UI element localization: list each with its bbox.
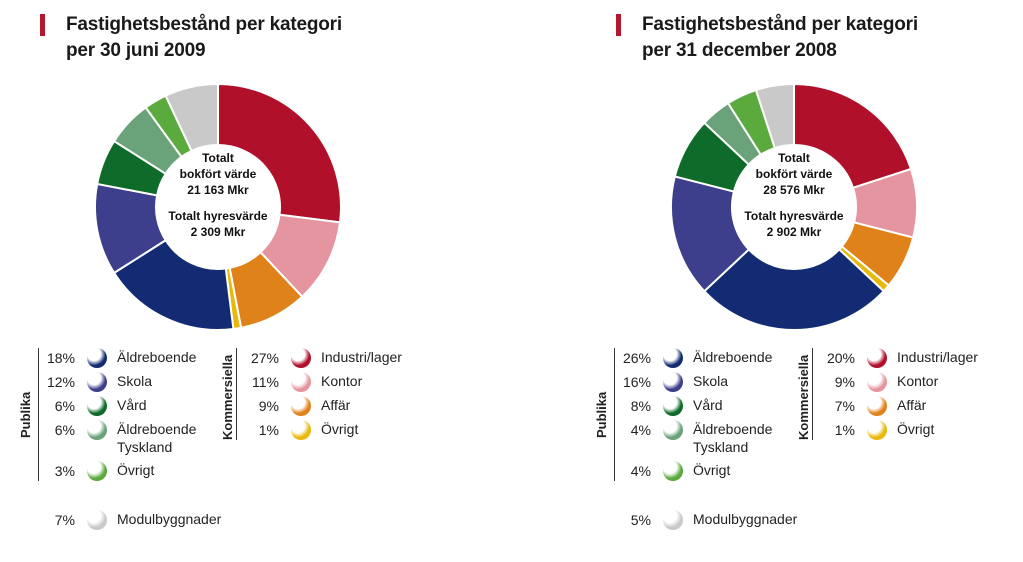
legend-pct: 1% <box>258 422 279 438</box>
donut-chart <box>94 82 342 331</box>
legend-pct: 12% <box>46 374 75 390</box>
center-line-1: Totalt <box>778 151 810 165</box>
publika-divider <box>614 348 615 481</box>
kommersiella-divider <box>236 348 237 440</box>
group-label-publika: Publika <box>594 391 609 438</box>
legend-pct: 26% <box>622 350 651 366</box>
center-line-4: Totalt hyresvärde <box>168 209 268 223</box>
legend-pct: 4% <box>630 422 651 438</box>
legend-swatch <box>867 348 887 368</box>
donut-hole <box>156 145 280 269</box>
donut-center-summary: Totalt bokfört värde 28 576 Mkr Totalt h… <box>719 150 869 240</box>
legend-label: Skola <box>117 373 153 389</box>
legend-swatch <box>867 372 887 392</box>
center-line-5: 2 309 Mkr <box>190 225 246 239</box>
title-accent-bar <box>616 14 621 36</box>
legend-label: Industri/lager <box>321 349 402 365</box>
group-label-publika: Publika <box>18 391 33 438</box>
legend-swatch <box>87 348 107 368</box>
legend-pct: 7% <box>54 512 75 528</box>
legend-pct: 20% <box>826 350 855 366</box>
legend-label: Industri/lager <box>897 349 978 365</box>
legend-pct: 8% <box>630 398 651 414</box>
legend-label: Övrigt <box>117 462 155 478</box>
legend-pct: 6% <box>54 398 75 414</box>
center-line-5: 2 902 Mkr <box>766 225 822 239</box>
center-line-3: 28 576 Mkr <box>763 183 825 197</box>
legend-pct: 27% <box>250 350 279 366</box>
chart-title-line1: Fastighetsbestånd per kategori <box>642 14 918 35</box>
legend-label: Övrigt <box>897 421 935 437</box>
legend-pct: 16% <box>622 374 651 390</box>
chart-panel-december-2008: Fastighetsbestånd per kategori per 31 de… <box>576 0 1023 562</box>
legend-label: Övrigt <box>693 462 731 478</box>
legend-pct: 11% <box>252 374 279 390</box>
center-line-2: bokfört värde <box>179 167 257 181</box>
legend-swatch <box>291 372 311 392</box>
legend-label: Skola <box>693 373 729 389</box>
legend-pct: 7% <box>834 398 855 414</box>
legend-swatch <box>663 396 683 416</box>
chart-panel-june-2009: Fastighetsbestånd per kategori per 30 ju… <box>0 0 480 562</box>
legend-label: Kontor <box>897 373 939 389</box>
legend-label: Modulbyggnader <box>117 511 222 527</box>
kommersiella-divider <box>812 348 813 440</box>
legend-pct: 3% <box>54 463 75 479</box>
legend-pct: 18% <box>46 350 75 366</box>
donut-hole <box>732 145 856 269</box>
legend-swatch <box>867 396 887 416</box>
center-line-1: Totalt <box>202 151 234 165</box>
legend-label: Modulbyggnader <box>693 511 798 527</box>
legend-pct: 1% <box>834 422 855 438</box>
center-line-4: Totalt hyresvärde <box>744 209 844 223</box>
legend-swatch <box>87 372 107 392</box>
legend-label: Vård <box>117 397 147 413</box>
legend-swatch <box>87 420 107 440</box>
legend-label: Äldreboende <box>117 349 197 365</box>
legend-label: Affär <box>897 397 927 413</box>
legend-swatch <box>663 372 683 392</box>
legend-swatch <box>663 461 683 481</box>
chart-title-line2: per 31 december 2008 <box>642 40 837 61</box>
legend-label: Vård <box>693 397 723 413</box>
legend-swatch <box>291 420 311 440</box>
donut-center-summary: Totalt bokfört värde 21 163 Mkr Totalt h… <box>143 150 293 240</box>
donut-chart <box>670 82 918 331</box>
legend-swatch <box>663 510 683 530</box>
publika-divider <box>38 348 39 481</box>
chart-title: Fastighetsbestånd per kategori per 30 ju… <box>66 12 342 64</box>
legend-swatch <box>87 461 107 481</box>
legend-swatch <box>867 420 887 440</box>
legend-label: Affär <box>321 397 351 413</box>
legend-swatch <box>87 396 107 416</box>
legend-swatch <box>291 396 311 416</box>
legend-pct: 9% <box>258 398 279 414</box>
legend-label: Äldreboende Tyskland <box>117 421 197 455</box>
legend-swatch <box>87 510 107 530</box>
legend-swatch <box>663 348 683 368</box>
legend-label: Övrigt <box>321 421 359 437</box>
chart-title-line1: Fastighetsbestånd per kategori <box>66 14 342 35</box>
legend-label: Äldreboende <box>693 349 773 365</box>
center-line-2: bokfört värde <box>755 167 833 181</box>
legend-pct: 6% <box>54 422 75 438</box>
chart-title-line2: per 30 juni 2009 <box>66 40 206 61</box>
legend-swatch <box>291 348 311 368</box>
legend-pct: 9% <box>834 374 855 390</box>
legend-pct: 4% <box>630 463 651 479</box>
legend-pct: 5% <box>630 512 651 528</box>
chart-title: Fastighetsbestånd per kategori per 31 de… <box>642 12 918 64</box>
legend-swatch <box>663 420 683 440</box>
legend-label: Kontor <box>321 373 363 389</box>
legend-label: Äldreboende Tyskland <box>693 421 773 455</box>
title-accent-bar <box>40 14 45 36</box>
center-line-3: 21 163 Mkr <box>187 183 249 197</box>
